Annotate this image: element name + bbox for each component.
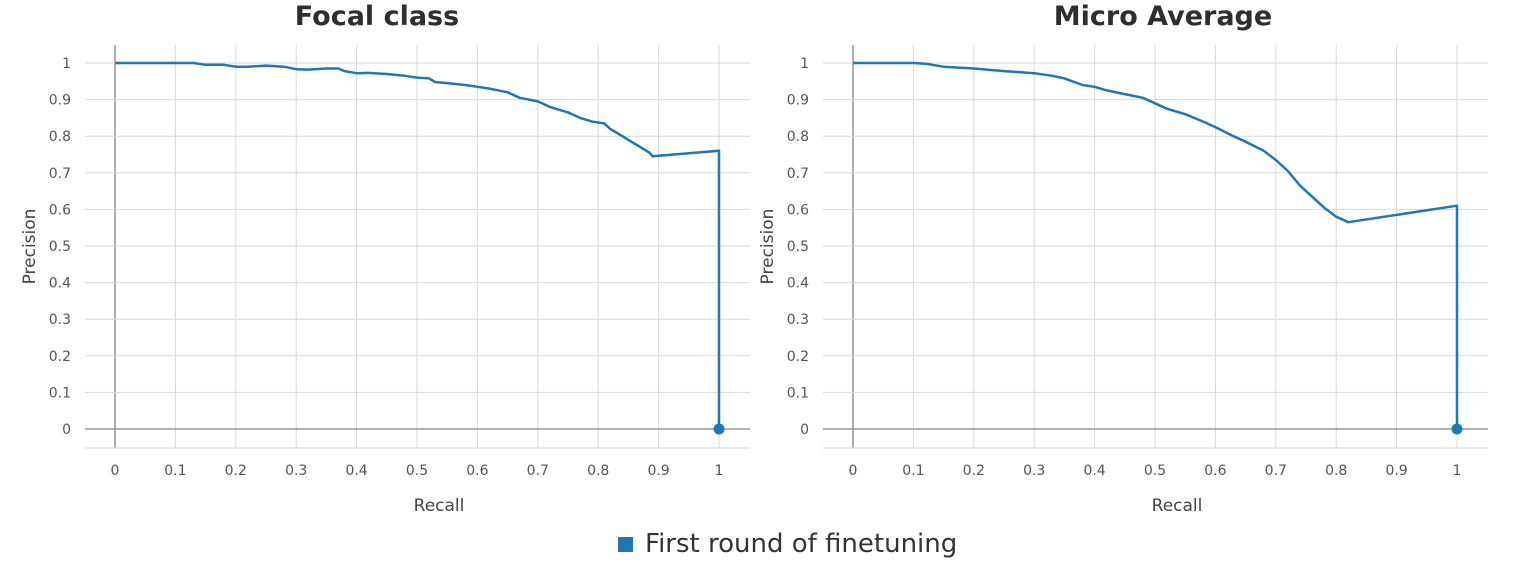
y-tick-label: 0.9 bbox=[49, 93, 71, 109]
endpoint-marker bbox=[713, 423, 725, 435]
y-tick-label: 0.3 bbox=[49, 312, 71, 328]
x-tick-label: 0.6 bbox=[1204, 463, 1226, 479]
x-tick-label: 0.7 bbox=[527, 463, 549, 479]
y-tick-label: 0.3 bbox=[787, 312, 809, 328]
y-tick-label: 0.8 bbox=[787, 129, 809, 145]
y-tick-label: 0.4 bbox=[49, 276, 71, 292]
x-tick-label: 0.1 bbox=[902, 463, 924, 479]
y-axis-label: Precision bbox=[758, 209, 778, 285]
series-line bbox=[853, 61, 1459, 429]
x-tick-label: 0.5 bbox=[406, 463, 428, 479]
y-tick-label: 0.1 bbox=[787, 385, 809, 401]
y-tick-label: 0.2 bbox=[787, 349, 809, 365]
x-tick-label: 0 bbox=[849, 463, 858, 479]
x-tick-label: 1 bbox=[1453, 463, 1462, 479]
y-tick-label: 0.6 bbox=[787, 202, 809, 218]
y-tick-label: 0.7 bbox=[787, 166, 809, 182]
x-tick-label: 0.5 bbox=[1144, 463, 1166, 479]
y-axis-label: Precision bbox=[20, 209, 40, 285]
x-axis-label: Recall bbox=[414, 496, 465, 516]
y-tick-label: 0.5 bbox=[49, 239, 71, 255]
x-tick-label: 0.8 bbox=[587, 463, 609, 479]
legend: First round of finetuning bbox=[618, 529, 957, 559]
x-tick-label: 0.3 bbox=[285, 463, 307, 479]
y-tick-label: 0.1 bbox=[49, 385, 71, 401]
y-tick-label: 0.9 bbox=[787, 93, 809, 109]
chart-micro-average: Micro Average 0 0.1 0.2 0.3 0.4 0.5 0.6 0.7 0.8 0.… bbox=[758, 1, 1488, 516]
chart-focal-class: Focal class 0 0.1 0.2 0.3 0.4 0.5 0.6 0.7 0.8 0.9 1… bbox=[20, 1, 750, 516]
chart-title: Micro Average bbox=[1054, 1, 1272, 32]
x-tick-label: 0.9 bbox=[1385, 463, 1407, 479]
x-tick-label: 0.6 bbox=[466, 463, 488, 479]
y-tick-label: 0.4 bbox=[787, 276, 809, 292]
x-tick-label: 0.8 bbox=[1325, 463, 1347, 479]
x-tick-label: 0.3 bbox=[1023, 463, 1045, 479]
y-tick-label: 0.2 bbox=[49, 349, 71, 365]
x-tick-label: 0.2 bbox=[963, 463, 985, 479]
legend-label: First round of finetuning bbox=[645, 529, 957, 559]
series-line bbox=[115, 61, 721, 429]
y-tick-label: 0.6 bbox=[49, 202, 71, 218]
x-tick-label: 1 bbox=[715, 463, 724, 479]
y-tick-label: 0.5 bbox=[787, 239, 809, 255]
x-tick-label: 0.4 bbox=[345, 463, 367, 479]
legend-swatch bbox=[618, 537, 633, 552]
y-tick-label: 1 bbox=[800, 56, 809, 72]
chart-title: Focal class bbox=[295, 1, 459, 32]
y-tick-label: 0 bbox=[62, 422, 71, 438]
y-tick-label: 0.7 bbox=[49, 166, 71, 182]
x-tick-label: 0.7 bbox=[1265, 463, 1287, 479]
x-tick-label: 0.2 bbox=[225, 463, 247, 479]
x-tick-label: 0 bbox=[111, 463, 120, 479]
y-tick-label: 0.8 bbox=[49, 129, 71, 145]
y-tick-label: 0 bbox=[800, 422, 809, 438]
endpoint-marker bbox=[1451, 423, 1463, 435]
x-tick-label: 0.4 bbox=[1083, 463, 1105, 479]
x-tick-label: 0.1 bbox=[164, 463, 186, 479]
y-tick-label: 1 bbox=[62, 56, 71, 72]
x-tick-label: 0.9 bbox=[647, 463, 669, 479]
x-axis-label: Recall bbox=[1152, 496, 1203, 516]
